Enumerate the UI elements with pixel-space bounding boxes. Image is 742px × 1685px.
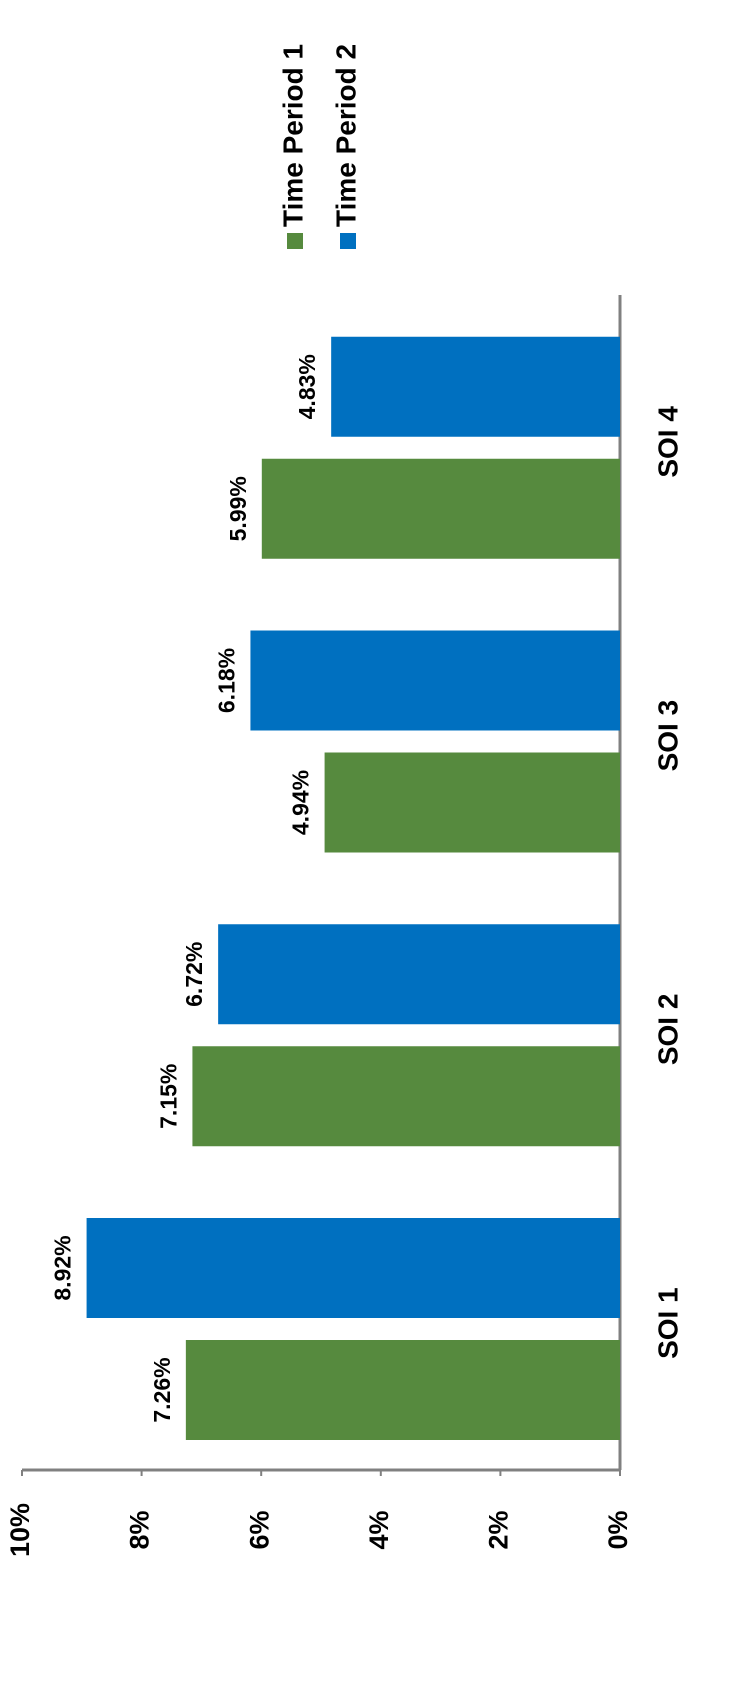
- data-label: 6.72%: [181, 942, 207, 1007]
- data-label: 5.99%: [225, 476, 251, 541]
- data-label: 4.94%: [288, 770, 314, 835]
- y-tick-label: 2%: [484, 1510, 514, 1549]
- bar: [218, 924, 620, 1025]
- x-tick-label: SOI 4: [652, 406, 683, 478]
- y-tick-label: 0%: [603, 1510, 633, 1549]
- y-tick-label: 6%: [244, 1510, 274, 1549]
- bar: [331, 336, 620, 437]
- data-label: 6.18%: [214, 648, 240, 713]
- legend-label: Time Period 2: [330, 44, 361, 227]
- bar: [261, 458, 620, 559]
- data-label: 7.26%: [149, 1357, 175, 1422]
- plot: 0% 2% 4% 6% 8% 10% SOI 1 7.26% 8.92% SOI 2 7.15% 6.…: [5, 44, 683, 1557]
- bar: [250, 630, 620, 731]
- legend-swatch: [287, 233, 303, 249]
- data-label: 7.15%: [156, 1064, 182, 1129]
- x-tick-label: SOI 3: [652, 700, 683, 772]
- y-tick-label: 4%: [364, 1510, 394, 1549]
- x-tick-label: SOI 2: [652, 994, 683, 1066]
- x-tick-label: SOI 1: [652, 1287, 683, 1359]
- legend-swatch: [340, 233, 356, 249]
- bar: [185, 1340, 621, 1440]
- bar: [192, 1046, 620, 1147]
- y-tick-label: 8%: [125, 1510, 155, 1549]
- data-label: 4.83%: [294, 354, 320, 419]
- bar: [86, 1218, 621, 1318]
- data-label: 8.92%: [50, 1235, 76, 1300]
- y-tick-label: 10%: [5, 1503, 35, 1557]
- legend-label: Time Period 1: [277, 44, 308, 227]
- bar: [324, 752, 620, 853]
